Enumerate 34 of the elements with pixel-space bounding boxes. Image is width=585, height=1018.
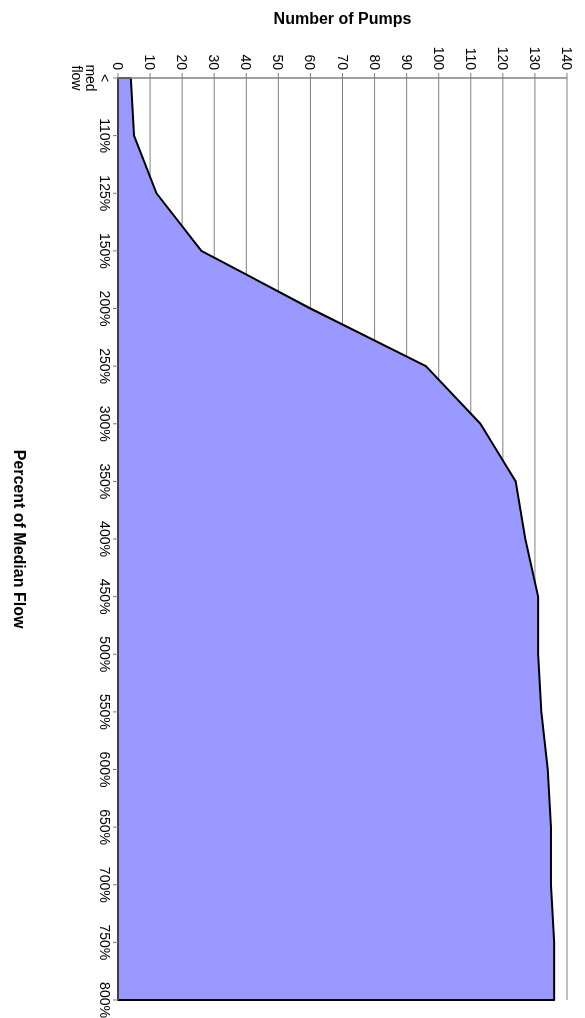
- x-tick-label: 130: [526, 46, 543, 71]
- x-tick-label: 60: [302, 54, 319, 71]
- x-tick-label: 40: [238, 54, 255, 71]
- y-tick-label: 800%: [97, 982, 113, 1018]
- y-tick-label: 350%: [97, 463, 113, 500]
- y-tick-label: 600%: [97, 751, 113, 788]
- y-tick-label: 500%: [97, 636, 113, 673]
- y-tick-label: 750%: [97, 924, 113, 961]
- x-tick-label: 80: [366, 54, 383, 71]
- y-tick-label: 650%: [97, 809, 113, 846]
- x-tick-label: 100: [430, 46, 447, 71]
- x-tick-label: 120: [494, 46, 511, 71]
- y-tick-label: 450%: [97, 578, 113, 615]
- y-tick-label: 700%: [97, 866, 113, 903]
- y-tick-label: 150%: [97, 232, 113, 269]
- x-axis-title: Number of Pumps: [273, 10, 412, 27]
- y-axis-title: Percent of Median Flow: [11, 449, 28, 629]
- y-tick-label: 550%: [97, 693, 113, 730]
- y-tick-label: 400%: [97, 521, 113, 557]
- y-tick-label: < med flow: [69, 64, 113, 92]
- x-tick-label: 90: [398, 54, 415, 71]
- x-tick-label: 70: [334, 54, 351, 71]
- x-tick-label: 30: [206, 54, 223, 71]
- x-tick-label: 20: [174, 54, 191, 71]
- x-tick-label: 110: [462, 47, 479, 71]
- y-tick-label: 200%: [97, 290, 113, 327]
- x-tick-label: 0: [110, 62, 126, 71]
- y-tick-label: 125%: [97, 175, 113, 212]
- x-tick-label: 10: [142, 54, 159, 71]
- y-tick-label: 300%: [97, 405, 113, 442]
- y-tick-label: 250%: [97, 348, 113, 385]
- y-tick-label: 110%: [97, 118, 113, 154]
- x-tick-label: 50: [270, 54, 287, 71]
- x-tick-label: 140: [559, 46, 575, 71]
